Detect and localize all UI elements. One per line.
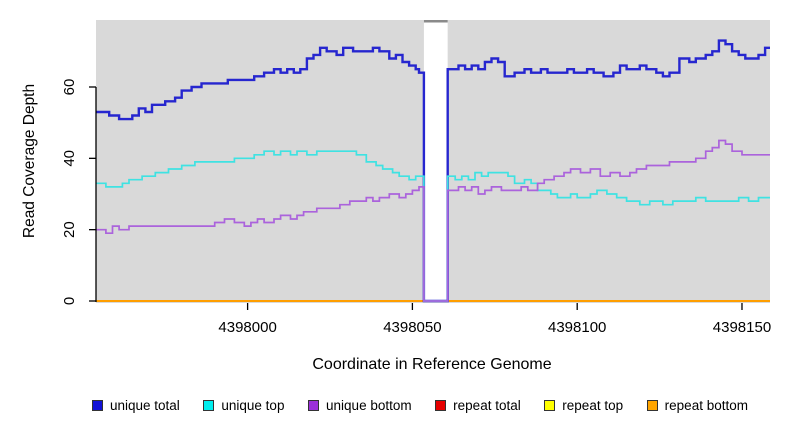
series-unique-bottom-line [96, 139, 770, 302]
legend-item-repeat-top: repeat top [544, 398, 623, 413]
legend-label: repeat top [562, 398, 624, 413]
legend-item-unique-top: unique top [203, 398, 284, 413]
y-tick-label: 40 [61, 150, 78, 167]
repeat-top-swatch-icon [544, 400, 556, 411]
legend-item-unique-bottom: unique bottom [308, 398, 412, 413]
unique-top-swatch-icon [203, 400, 215, 411]
x-tick-label: 4398000 [218, 319, 276, 336]
x-tick-label: 4398100 [548, 319, 606, 336]
legend-label: repeat total [453, 398, 521, 413]
legend-item-unique-total: unique total [92, 398, 180, 413]
unique-bottom-swatch-icon [308, 400, 320, 411]
legend-label: unique bottom [326, 398, 412, 413]
repeat-total-swatch-icon [435, 400, 447, 411]
legend: unique total unique top unique bottom re… [92, 398, 748, 413]
series-unique-total-line [96, 39, 770, 303]
y-tick-label: 0 [61, 297, 78, 305]
no-data-gap-region [423, 20, 448, 302]
y-tick-label: 60 [61, 79, 78, 96]
repeat-bottom-swatch-icon [646, 400, 658, 411]
x-tick-label: 4398050 [383, 319, 441, 336]
no-data-gap-top-border [423, 20, 448, 23]
y-tick-label: 20 [61, 221, 78, 238]
legend-label: unique top [221, 398, 285, 413]
x-axis-title: Coordinate in Reference Genome [312, 356, 552, 373]
series-unique-top-line [96, 150, 770, 302]
y-axis-title: Read Coverage Depth [21, 83, 38, 239]
legend-label: unique total [110, 398, 180, 413]
legend-item-repeat-bottom: repeat bottom [646, 398, 748, 413]
unique-total-swatch-icon [92, 400, 103, 411]
x-tick-label: 4398150 [713, 319, 771, 336]
legend-item-repeat-total: repeat total [435, 398, 521, 413]
legend-label: repeat bottom [664, 398, 748, 413]
